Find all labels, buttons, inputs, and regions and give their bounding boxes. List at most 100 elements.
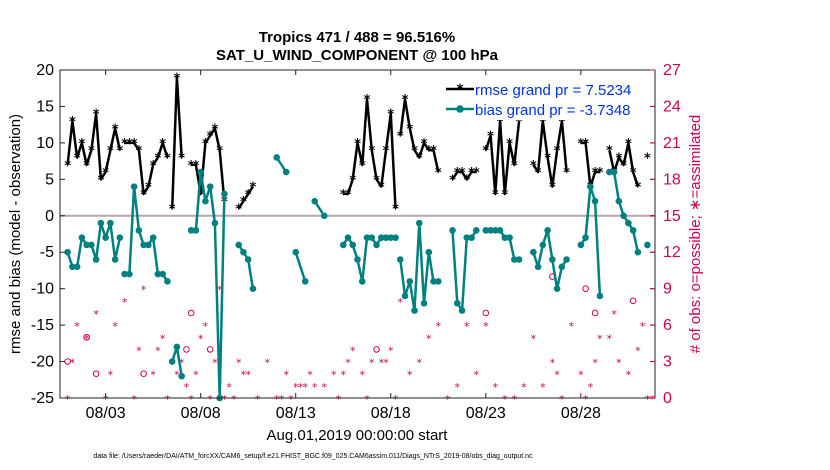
rmse-point: *	[411, 144, 418, 159]
rmse-point: *	[373, 173, 380, 188]
obs-assimilated-marker: *	[578, 369, 584, 382]
obs-assimilated-marker: *	[360, 369, 366, 382]
rmse-point: *	[620, 159, 627, 174]
bias-point	[406, 278, 414, 285]
y-right-tick-label: 21	[663, 135, 681, 152]
obs-assimilated-marker: *	[383, 357, 389, 370]
rmse-point: *	[202, 137, 209, 152]
bias-point	[211, 219, 219, 227]
obs-possible-marker	[373, 346, 380, 353]
y-tick-label: -15	[31, 317, 54, 334]
obs-assimilated-marker: *	[569, 320, 575, 333]
rmse-point: *	[159, 137, 166, 152]
rmse-line	[66, 112, 122, 181]
obs-assimilated-marker: *	[312, 381, 318, 394]
obs-assimilated-marker: *	[136, 344, 142, 357]
obs-assimilated-marker: *	[407, 369, 413, 382]
bias-point	[530, 248, 537, 256]
x-axis: 08/03 08/08 08/13 08/18 08/23 08/28	[86, 70, 601, 422]
y-tick-label: -25	[31, 390, 54, 407]
rmse-point: *	[544, 151, 551, 166]
obs-possible-marker	[92, 370, 100, 378]
obs-assimilated-marker: *	[198, 332, 204, 345]
obs-assimilated-marker: *	[70, 357, 76, 370]
bias-point	[221, 190, 228, 198]
rmse-point: *	[615, 151, 622, 166]
obs-assimilated-marker: *	[369, 357, 375, 370]
rmse-point: *	[245, 188, 252, 203]
obs-assimilated-marker: *	[122, 296, 128, 309]
bias-point	[69, 263, 76, 271]
rmse-point: *	[107, 144, 114, 159]
rmse-point: *	[516, 115, 523, 130]
obs-assimilated-marker: *	[141, 284, 147, 297]
rmse-point: *	[625, 137, 632, 152]
obs-possible-marker	[183, 346, 190, 353]
rmse-line	[451, 170, 477, 181]
obs-possible-marker	[582, 285, 589, 292]
obs-assimilated-marker: *	[583, 393, 589, 406]
rmse-point: *	[354, 137, 361, 152]
bias-point	[511, 256, 518, 263]
y-right-tick-label: 15	[663, 208, 681, 225]
rmse-point: *	[135, 144, 142, 159]
rmse-point: *	[577, 137, 584, 152]
rmse-point: *	[482, 144, 489, 159]
rmse-point: *	[406, 122, 413, 137]
bias-point	[240, 248, 247, 256]
obs-assimilated-marker: *	[188, 393, 194, 406]
rmse-point: *	[368, 144, 375, 159]
rmse-point: *	[558, 115, 565, 130]
rmse-point: *	[459, 166, 466, 181]
bias-point	[401, 292, 409, 300]
bias-point	[487, 227, 494, 234]
rmse-point: *	[116, 144, 123, 159]
obs-possible-marker	[629, 297, 637, 305]
bias-point	[206, 183, 214, 190]
bias-point	[454, 299, 461, 307]
series-layer: ************************* ******** **** ***…	[64, 71, 651, 402]
rmse-point: *	[501, 188, 508, 203]
bias-point	[549, 256, 556, 263]
x-tick-label: 08/08	[181, 405, 221, 422]
plot-area	[60, 70, 655, 398]
obs-assimilated-marker: *	[521, 381, 527, 394]
chart-title: Tropics 471 / 488 = 96.516%	[259, 29, 455, 46]
bias-point	[235, 241, 242, 249]
y-right-tick-label: 18	[663, 171, 681, 188]
bias-point	[587, 183, 594, 190]
rmse-point: *	[630, 166, 637, 181]
rmse-point: *	[535, 166, 542, 181]
rmse-point: *	[492, 188, 499, 203]
obs-assimilated-marker: *	[483, 320, 489, 333]
bias-point	[582, 234, 589, 241]
rmse-point: *	[539, 115, 546, 130]
rmse-line	[532, 119, 568, 188]
obs-assimilated-marker: *	[340, 369, 346, 382]
obs-assimilated-marker: *	[502, 393, 508, 406]
obs-assimilated-marker: *	[649, 393, 655, 406]
obs-assimilated-marker: *	[364, 393, 370, 406]
y-right-tick-label: 12	[663, 244, 681, 261]
rmse-point: *	[454, 166, 461, 181]
obs-assimilated-marker: *	[84, 332, 90, 345]
rmse-point: *	[74, 151, 81, 166]
bias-point	[392, 234, 399, 241]
bias-point	[339, 241, 347, 249]
obs-assimilated-marker: *	[222, 393, 228, 406]
obs-assimilated-marker: *	[379, 357, 385, 370]
rmse-point: *	[235, 202, 242, 217]
rmse-point: *	[349, 173, 356, 188]
obs-assimilated-marker: *	[550, 357, 556, 370]
rmse-point: *	[468, 166, 475, 181]
rmse-point: *	[216, 144, 223, 159]
bias-point	[116, 234, 124, 241]
x-tick-label: 08/18	[371, 405, 411, 422]
rmse-point: *	[64, 159, 71, 174]
legend-bias-label: bias grand pr = -3.7348	[475, 102, 631, 119]
obs-assimilated-marker: *	[298, 381, 304, 394]
bias-point	[73, 263, 81, 271]
obs-assimilated-marker: *	[588, 381, 594, 394]
y-axis-right-label: # of obs: o=possible; ∗=assimilated	[687, 115, 704, 354]
obs-assimilated-marker: *	[307, 369, 313, 382]
